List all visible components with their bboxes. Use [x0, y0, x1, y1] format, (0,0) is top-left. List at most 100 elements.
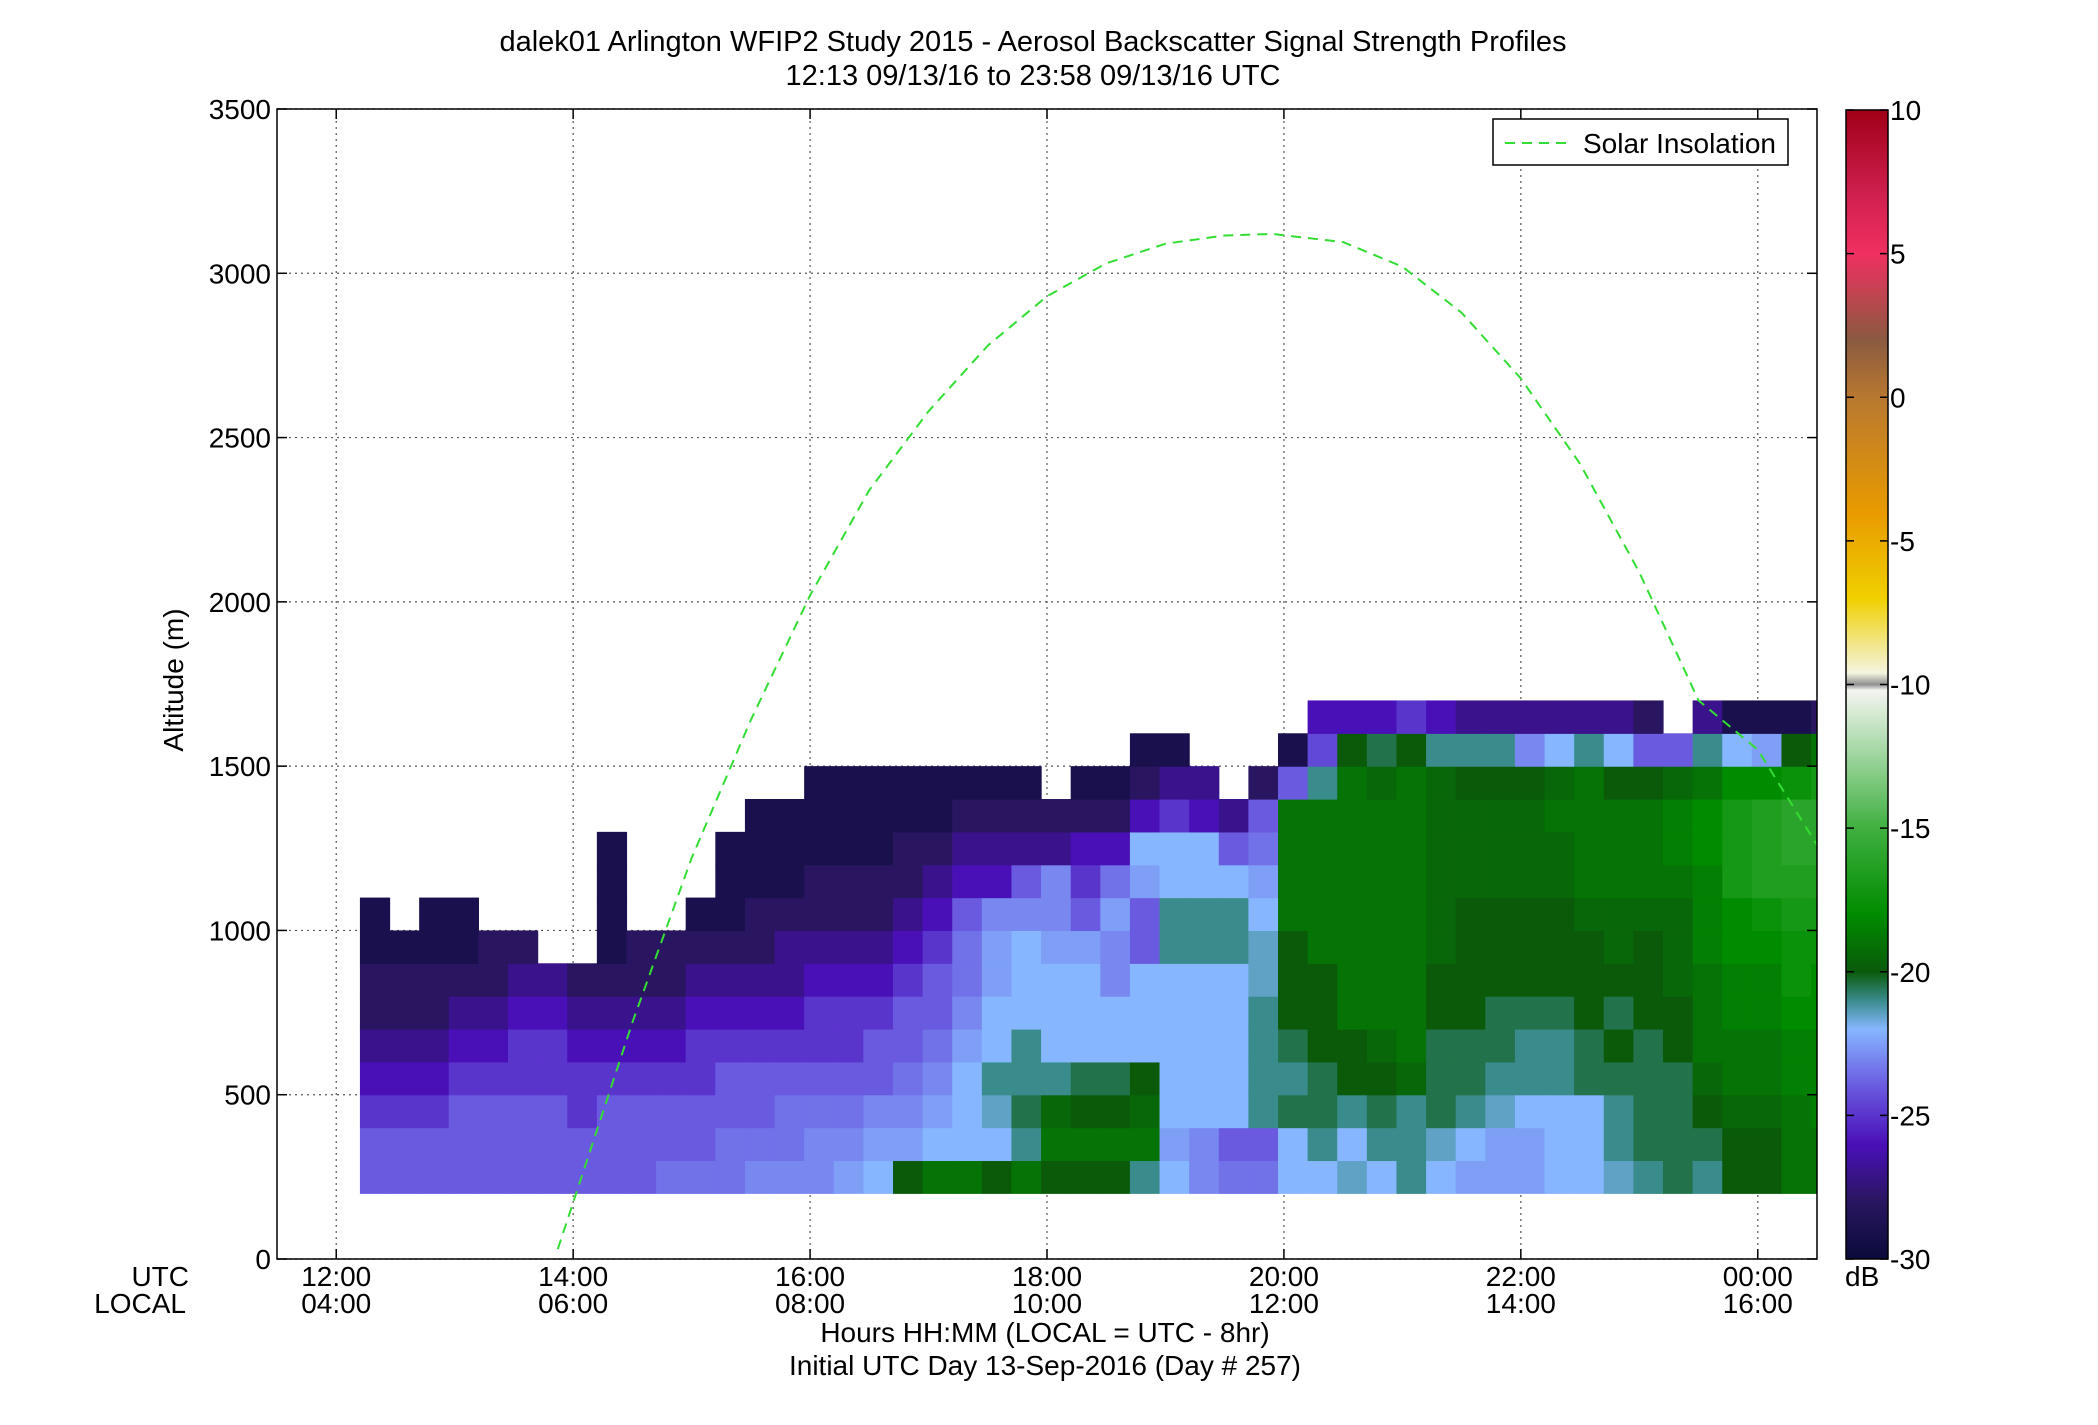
colorbar-ticks: 10 5 0 -5 -10 -15 -20 -25 -30: [1846, 95, 1930, 1275]
heatmap-cell: [981, 1160, 1013, 1194]
heatmap-cell: [863, 1061, 894, 1096]
heatmap-cell: [952, 897, 983, 932]
heatmap-cell: [1129, 963, 1161, 997]
heatmap-cell: [1100, 864, 1131, 899]
heatmap-cell: [1278, 733, 1309, 767]
heatmap-cell: [774, 930, 805, 964]
heatmap-cell: [981, 1029, 1013, 1063]
heatmap-cell: [1900, 865, 1930, 898]
heatmap-cell: [1603, 799, 1634, 833]
heatmap-cell: [1278, 1029, 1309, 1063]
heatmap-cell: [1041, 1061, 1072, 1096]
heatmap-cell: [922, 864, 953, 899]
heatmap-cell: [774, 1029, 805, 1063]
heatmap-cell: [1663, 1029, 1694, 1063]
heatmap-cell: [1366, 766, 1398, 800]
heatmap-cell: [1692, 1127, 1723, 1162]
heatmap-cell: [744, 1094, 776, 1129]
heatmap-cell: [1455, 864, 1486, 899]
y-tick-label: 3500: [209, 94, 271, 125]
heatmap-cell: [1011, 897, 1042, 932]
heatmap-cell: [596, 996, 628, 1030]
heatmap-cell: [1307, 700, 1338, 734]
heatmap-cell: [774, 799, 805, 833]
heatmap-cell: [1514, 700, 1546, 734]
heatmap-cell: [981, 799, 1013, 833]
colorbar-tick-label: -25: [1890, 1100, 1930, 1131]
heatmap-cell: [1485, 831, 1516, 866]
heatmap-cell: [626, 1160, 657, 1194]
heatmap-cell: [1751, 930, 1783, 964]
heatmap-cell: [922, 996, 953, 1030]
heatmap-cell: [981, 996, 1013, 1030]
heatmap-cell: [1663, 1094, 1694, 1129]
heatmap-cell: [1041, 1029, 1072, 1063]
heatmap-cell: [1337, 963, 1368, 997]
heatmap-cell: [1811, 963, 1817, 997]
heatmap-cell: [1307, 864, 1338, 899]
heatmap-cell: [1544, 963, 1575, 997]
heatmap-cell: [922, 963, 953, 997]
heatmap-cell: [1751, 996, 1783, 1030]
y-tick-label: 1500: [209, 751, 271, 782]
heatmap-cell: [1041, 1127, 1072, 1162]
heatmap-cell: [1633, 930, 1664, 964]
heatmap-cell: [1129, 897, 1161, 932]
heatmap-cell: [537, 1160, 568, 1194]
heatmap-cell: [1307, 1061, 1338, 1096]
heatmap-cell: [1722, 897, 1753, 932]
heatmap-cell: [1248, 963, 1279, 997]
heatmap-cell: [893, 996, 924, 1030]
colorbar: 10 5 0 -5 -10 -15 -20 -25 -30 dB: [1845, 95, 1930, 1292]
heatmap-cell: [1692, 996, 1723, 1030]
heatmap-cell: [1544, 1061, 1575, 1096]
heatmap-cell: [893, 799, 924, 833]
x-tick-label-local: 04:00: [301, 1288, 371, 1319]
heatmap-cell: [1930, 1029, 1960, 1062]
heatmap-cell: [1781, 766, 1812, 800]
heatmap-cell: [1307, 733, 1338, 767]
heatmap-cell: [1811, 1127, 1817, 1162]
x-tick-label-utc: 16:00: [775, 1261, 845, 1292]
heatmap-cell: [1485, 733, 1516, 767]
heatmap-cell: [1129, 766, 1161, 800]
heatmap-cell: [1337, 1127, 1368, 1162]
heatmap-cell: [1692, 733, 1723, 767]
heatmap-cell: [626, 1029, 657, 1063]
heatmap-cell: [1633, 799, 1664, 833]
heatmap-cell: [952, 963, 983, 997]
heatmap-cell: [1011, 864, 1042, 899]
heatmap-cell: [1751, 1061, 1783, 1096]
heatmap-cell: [1574, 1160, 1605, 1194]
heatmap-cell: [833, 831, 864, 866]
heatmap-cell: [833, 799, 864, 833]
heatmap-cell: [1455, 963, 1486, 997]
heatmap-cell: [1781, 1094, 1812, 1129]
heatmap-cell: [1278, 1127, 1309, 1162]
heatmap-cell: [1070, 1061, 1101, 1096]
heatmap-cell: [419, 897, 450, 932]
heatmap-cell: [1426, 831, 1457, 866]
heatmap-cell: [1189, 831, 1220, 866]
heatmap-cell: [1307, 930, 1338, 964]
heatmap-cell: [419, 1160, 450, 1194]
heatmap-cell: [1100, 996, 1131, 1030]
heatmap-cell: [1041, 963, 1072, 997]
heatmap-cell: [419, 1127, 450, 1162]
heatmap-cell: [1751, 1160, 1783, 1194]
heatmap-cell: [508, 1029, 539, 1063]
heatmap-cell: [1633, 1160, 1664, 1194]
heatmap-cell: [774, 963, 805, 997]
heatmap-cell: [981, 963, 1013, 997]
heatmap-cell: [774, 831, 805, 866]
heatmap-cell: [359, 1061, 391, 1096]
heatmap-cell: [1396, 1094, 1427, 1129]
heatmap-cell: [1603, 897, 1634, 932]
heatmap-cell: [1278, 1160, 1309, 1194]
heatmap-cell: [1129, 930, 1161, 964]
heatmap-cell: [1692, 799, 1723, 833]
heatmap-cell: [1011, 963, 1042, 997]
heatmap-cell: [1189, 897, 1220, 932]
heatmap-cell: [715, 897, 746, 932]
heatmap-cell: [1900, 1029, 1930, 1062]
